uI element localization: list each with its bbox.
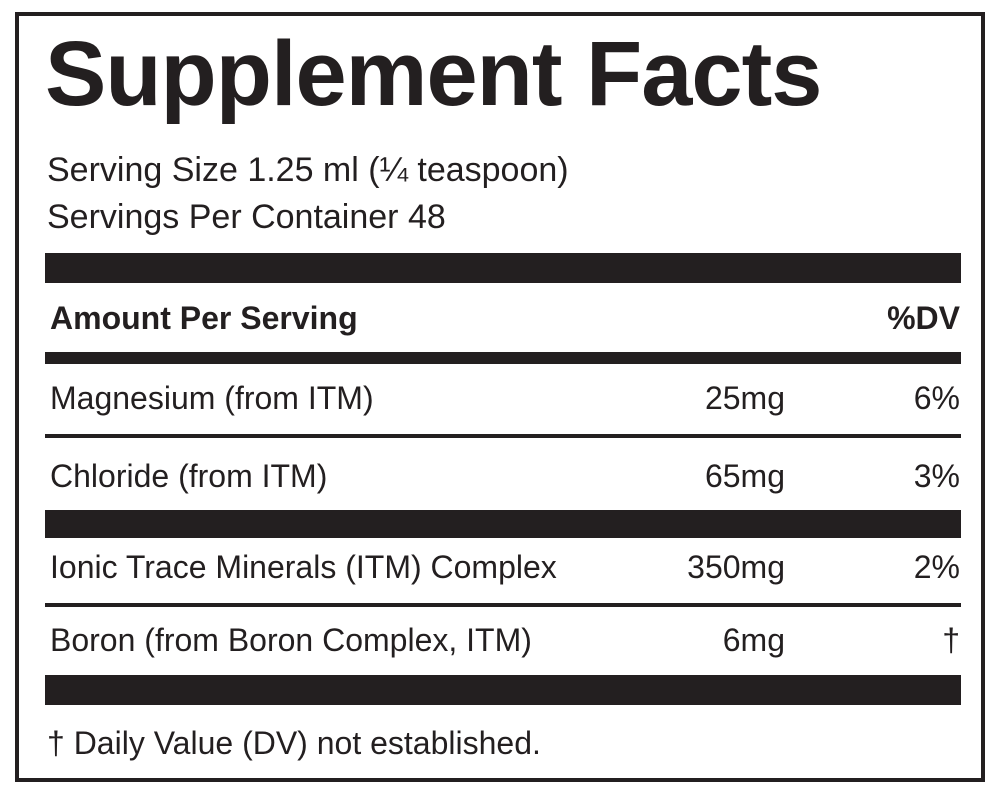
nutrient-name: Chloride (from ITM) bbox=[50, 458, 328, 494]
serving-size: Serving Size 1.25 ml (¼ teaspoon) bbox=[47, 151, 569, 189]
nutrient-name: Boron (from Boron Complex, ITM) bbox=[50, 622, 532, 658]
footnote: † Daily Value (DV) not established. bbox=[47, 725, 541, 761]
medium-rule bbox=[45, 352, 961, 364]
nutrient-amount: 65mg bbox=[704, 458, 785, 494]
nutrient-amount: 350mg bbox=[687, 549, 785, 585]
thin-rule bbox=[45, 603, 961, 607]
header-amount: Amount Per Serving bbox=[50, 300, 358, 336]
nutrient-amount: 25mg bbox=[704, 380, 785, 416]
header-dv: %DV bbox=[887, 300, 960, 336]
nutrient-name: Ionic Trace Minerals (ITM) Complex bbox=[50, 549, 557, 585]
thick-rule bbox=[45, 253, 961, 283]
thick-rule bbox=[45, 510, 961, 538]
servings-per-container: Servings Per Container 48 bbox=[47, 198, 446, 236]
thin-rule bbox=[45, 434, 961, 438]
nutrient-name: Magnesium (from ITM) bbox=[50, 380, 374, 416]
thick-rule bbox=[45, 675, 961, 705]
title: Supplement Facts bbox=[45, 23, 822, 125]
nutrient-dv: 2% bbox=[913, 549, 960, 585]
nutrient-amount: 6mg bbox=[722, 622, 785, 658]
nutrient-dv: 6% bbox=[913, 380, 960, 416]
nutrient-dv: † bbox=[942, 622, 960, 658]
label-border bbox=[15, 12, 985, 782]
nutrient-dv: 3% bbox=[913, 458, 960, 494]
